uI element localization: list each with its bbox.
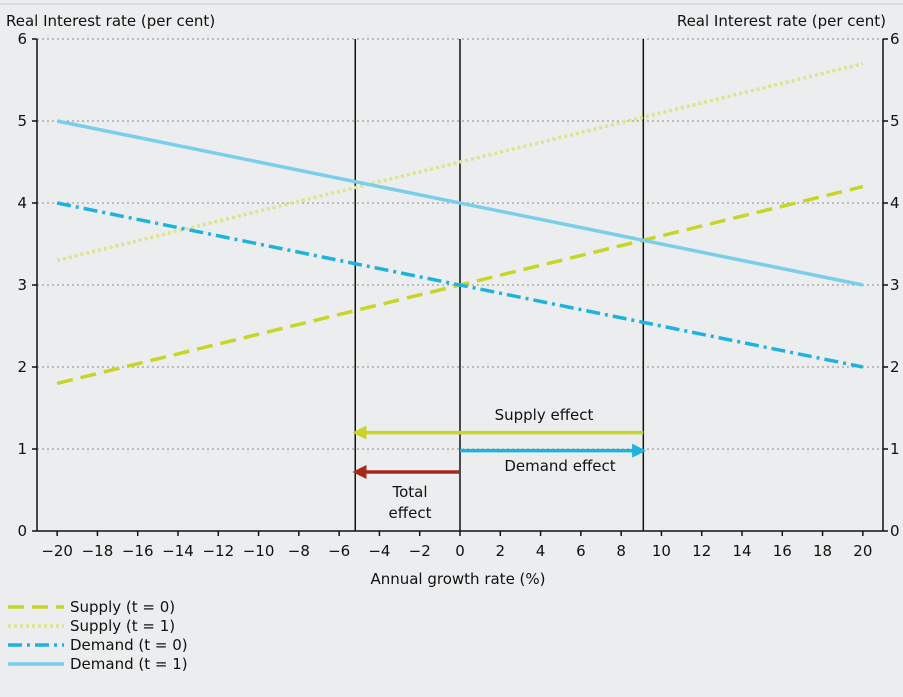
total-effect-label-line1: Total bbox=[391, 483, 427, 501]
series-line-2 bbox=[56, 61, 864, 263]
x-tick-label: 4 bbox=[536, 542, 546, 560]
x-tick-label: −10 bbox=[243, 542, 275, 560]
x-tick-label: −16 bbox=[122, 542, 154, 560]
y-axis-title-right: Real Interest rate (per cent) bbox=[677, 12, 886, 30]
series-line-3 bbox=[56, 201, 864, 369]
legend-label-3: Demand (t = 0) bbox=[70, 636, 188, 654]
x-tick-label: 18 bbox=[813, 542, 832, 560]
x-axis-title: Annual growth rate (%) bbox=[370, 570, 545, 588]
y-tick-label-left: 0 bbox=[17, 522, 27, 540]
x-tick-label: 6 bbox=[576, 542, 586, 560]
x-tick-label: −2 bbox=[409, 542, 431, 560]
y-tick-label-right: 1 bbox=[890, 440, 900, 458]
legend-label-1: Supply (t = 0) bbox=[70, 598, 175, 616]
y-tick-label-right: 0 bbox=[890, 522, 900, 540]
x-tick-label: −6 bbox=[328, 542, 350, 560]
y-tick-label-right: 5 bbox=[890, 112, 900, 130]
tick-labels: 0 01 12 23 34 45 56 6−20 −18 −16 −14 −12 −10 −8 −6 −4 −2… bbox=[17, 30, 899, 560]
y-tick-label-left: 6 bbox=[17, 30, 27, 48]
x-tick-label: 20 bbox=[853, 542, 872, 560]
supply-effect-label: Supply effect bbox=[495, 406, 594, 424]
x-tick-label: −8 bbox=[288, 542, 310, 560]
effect-arrows bbox=[352, 425, 647, 479]
total-effect-label-line2: effect bbox=[389, 504, 432, 522]
demand-effect-label: Demand effect bbox=[504, 457, 615, 475]
series-lines bbox=[56, 61, 864, 386]
gridlines bbox=[37, 38, 883, 450]
x-tick-label: −12 bbox=[202, 542, 234, 560]
series-line-4 bbox=[56, 119, 864, 287]
x-tick-label: 14 bbox=[732, 542, 751, 560]
y-tick-label-left: 3 bbox=[17, 276, 27, 294]
x-tick-label: 2 bbox=[496, 542, 506, 560]
y-tick-label-right: 6 bbox=[890, 30, 900, 48]
y-tick-label-left: 1 bbox=[17, 440, 27, 458]
y-tick-label-left: 5 bbox=[17, 112, 27, 130]
x-tick-label: 12 bbox=[692, 542, 711, 560]
axes bbox=[0, 3, 903, 536]
y-axis-title-left: Real Interest rate (per cent) bbox=[6, 12, 215, 30]
legend-label-4: Demand (t = 1) bbox=[70, 655, 188, 673]
y-tick-label-right: 2 bbox=[890, 358, 900, 376]
y-tick-label-right: 4 bbox=[890, 194, 900, 212]
x-tick-label: −20 bbox=[41, 542, 73, 560]
x-tick-label: −4 bbox=[368, 542, 390, 560]
legend: Supply (t = 0)Supply (t = 1)Demand (t = … bbox=[8, 598, 188, 673]
y-tick-label-right: 3 bbox=[890, 276, 900, 294]
x-tick-label: −18 bbox=[82, 542, 114, 560]
legend-label-2: Supply (t = 1) bbox=[70, 617, 175, 635]
y-tick-label-left: 2 bbox=[17, 358, 27, 376]
x-tick-label: 10 bbox=[652, 542, 671, 560]
x-tick-label: 8 bbox=[616, 542, 626, 560]
x-tick-label: 0 bbox=[455, 542, 465, 560]
y-tick-label-left: 4 bbox=[17, 194, 27, 212]
x-tick-label: −14 bbox=[162, 542, 194, 560]
x-tick-label: 16 bbox=[773, 542, 792, 560]
